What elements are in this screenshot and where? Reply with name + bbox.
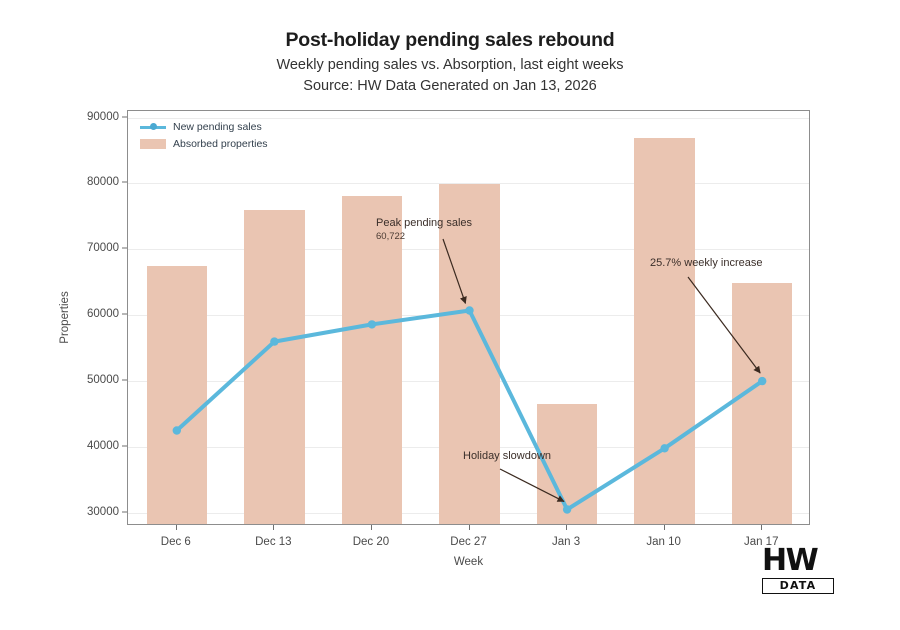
y-tick-mark [122,313,127,315]
hw-data-logo: HW DATA [762,543,834,594]
data-point-dec-20[interactable] [367,320,377,329]
bar-dec-20[interactable] [341,196,403,524]
x-axis-title: Week [453,556,484,568]
y-tick-label: 40000 [87,439,119,452]
x-tick-label: Jan 10 [646,536,681,548]
annotation-value: 60,722 [376,230,406,242]
logo-primary-text: HW [762,543,819,578]
annotation-text: Holiday slowdown [463,450,552,462]
bar-swatch-icon [140,138,166,149]
legend-label: Absorbed properties [173,137,268,150]
y-tick-mark [122,181,127,183]
x-tick-label: Jan 17 [743,536,779,548]
page-title: Post-holiday pending sales rebound [285,29,615,51]
chart-plot: New pending sales Absorbed properties Pe… [127,110,810,525]
x-tick-mark [761,525,763,530]
x-tick-mark [663,525,665,530]
y-tick-label: 50000 [87,374,119,387]
y-tick-mark [122,116,127,118]
annotation-arrow [442,238,467,305]
y-tick-label: 60000 [87,308,119,321]
annotation-peak-pending-sales: Peak pending sales 60,722 [376,216,472,244]
y-axis: 30000 40000 50000 60000 70000 80000 90000 [0,110,127,525]
x-tick-mark [566,525,568,530]
line-series-new-pending-sales [174,308,765,512]
bar-jan-17[interactable] [731,282,793,524]
plot-area: New pending sales Absorbed properties Pe… [127,110,810,525]
gridline [128,117,809,119]
x-tick-mark [370,525,372,530]
bar-dec-6[interactable] [146,266,208,524]
annotation-text: Peak pending sales [376,217,473,229]
legend-item-absorbed-properties[interactable]: Absorbed properties [140,136,268,151]
y-tick-label: 70000 [87,242,119,255]
x-tick-label: Dec 13 [255,536,292,548]
data-point-dec-27[interactable] [465,306,474,315]
gridline [128,183,809,185]
data-point-dec-13[interactable] [270,337,279,346]
x-tick-label: Dec 6 [160,536,191,548]
x-tick-mark [273,525,275,530]
x-tick-label: Dec 27 [450,536,487,548]
y-tick-mark [122,379,127,381]
data-point-jan-10[interactable] [660,444,669,453]
x-tick-label: Dec 20 [352,536,390,548]
logo-secondary-text: DATA [762,577,834,594]
bar-dec-13[interactable] [244,210,305,524]
chart-source: Source: HW Data Generated on Jan 13, 202… [303,78,597,95]
x-tick-mark [468,525,470,530]
annotation-arrow [687,276,761,374]
y-tick-mark [122,247,127,249]
annotation-25-7-weekly-increase: 25.7% weekly increase [650,256,763,271]
line-series-svg [172,238,767,514]
annotation-arrow [499,468,565,503]
legend-label: New pending sales [173,120,262,133]
y-tick-mark [122,511,127,513]
chart-legend: New pending sales Absorbed properties [140,119,268,153]
annotation-text: 25.7% weekly increase [650,257,763,269]
data-point-jan-17[interactable] [758,376,767,386]
data-point-jan-3[interactable] [562,505,572,514]
data-point-dec-6[interactable] [172,426,181,435]
legend-item-new-pending-sales[interactable]: New pending sales [140,119,268,134]
x-axis: Week Dec 6 Dec 13 Dec 20 Dec 27 Jan 3 Jan 10 J… [127,525,810,568]
x-tick-mark [175,525,177,530]
y-tick-label: 80000 [87,176,119,189]
y-tick-label: 90000 [87,110,119,123]
y-axis-title: Properties [59,291,71,344]
x-tick-label: Jan 3 [551,536,581,548]
y-tick-mark [122,445,127,447]
title-block: Post-holiday pending sales rebound Weekl… [0,28,900,97]
line-marker-icon [140,119,166,134]
y-tick-label: 30000 [87,505,119,518]
annotation-holiday-slowdown: Holiday slowdown [463,449,551,464]
chart-subtitle: Weekly pending sales vs. Absorption, las… [276,57,624,74]
